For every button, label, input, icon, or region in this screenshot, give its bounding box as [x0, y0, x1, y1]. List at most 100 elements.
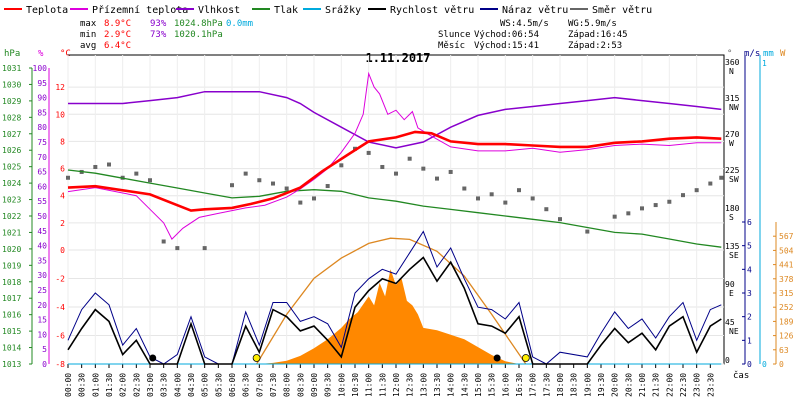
- pct-tick-label: 60: [37, 182, 47, 191]
- pct-tick-label: 65: [37, 168, 47, 177]
- wind-dir-point: [230, 183, 234, 188]
- x-tick-label: 18:30: [570, 373, 579, 397]
- pct-tick-label: 25: [37, 286, 47, 295]
- legend-humidity: Vlhkost: [198, 5, 240, 16]
- x-tick-label: 08:00: [283, 373, 292, 397]
- pct-tick-label: 70: [37, 153, 47, 162]
- wind-dir-point: [407, 156, 412, 161]
- ms-tick-label: 0: [747, 360, 752, 369]
- x-tick-label: 07:00: [255, 373, 264, 397]
- axis-title-w: W: [780, 49, 786, 59]
- wind-speed-line: [67, 256, 722, 365]
- pct-tick-label: 20: [37, 301, 47, 310]
- degc-tick-label: -2: [55, 275, 65, 284]
- wind-dir-point: [161, 239, 166, 244]
- hpa-tick-label: 1019: [2, 261, 21, 270]
- wind-dir-point: [448, 169, 453, 174]
- wind-dir-point: [175, 246, 180, 251]
- x-tick-label: 16:30: [515, 373, 524, 397]
- x-tick-label: 23:00: [693, 373, 702, 397]
- humidity-line: [68, 90, 722, 149]
- hpa-tick-label: 1028: [2, 113, 21, 122]
- wind-ws: WS:4.5m/s: [500, 19, 549, 29]
- chart-title: 1.11.2017: [365, 51, 430, 65]
- pct-tick-label: 45: [37, 227, 47, 236]
- x-tick-label: 14:30: [460, 373, 469, 397]
- stats-max-press: 1024.8hPa: [174, 19, 223, 29]
- x-tick-label: 15:30: [488, 373, 497, 397]
- x-tick-label: 19:00: [583, 373, 592, 397]
- x-tick-label: 05:00: [201, 373, 210, 397]
- wind-dir-point: [558, 217, 562, 222]
- degc-tick-label: 8: [60, 137, 65, 146]
- wind-dir-point: [134, 171, 139, 176]
- dir-letter: S: [729, 213, 734, 222]
- wind-wg: WG:5.9m/s: [568, 19, 617, 29]
- wind-dir-point: [489, 192, 494, 197]
- wind-dir-point: [640, 206, 644, 211]
- wind-dir-point: [585, 229, 590, 234]
- w-tick-label: 0: [779, 360, 784, 369]
- axis-title-deg: °: [727, 49, 732, 59]
- degc-tick-label: -4: [55, 303, 65, 312]
- deg-tick-label: 225: [725, 166, 740, 175]
- wind-dir-point: [544, 207, 549, 212]
- stats-max-temp: 8.9°C: [104, 19, 131, 29]
- x-tick-label: 10:00: [337, 373, 346, 397]
- x-tick-label: 02:00: [119, 373, 128, 397]
- stats-max-label: max: [80, 19, 97, 29]
- dir-letter: NW: [729, 103, 739, 112]
- pct-tick-label: 5: [42, 345, 47, 354]
- dir-letter: NE: [729, 327, 739, 336]
- x-tick-label: 13:30: [433, 373, 442, 397]
- wind-dir-point: [298, 200, 303, 205]
- x-tick-label: 14:00: [447, 373, 456, 397]
- x-tick-label: 03:00: [146, 373, 155, 397]
- wind-dir-point: [257, 178, 262, 183]
- x-tick-label: 16:00: [501, 373, 510, 397]
- ground-temp-line: [67, 71, 722, 240]
- x-tick-label: 05:30: [214, 373, 223, 397]
- mm-tick-label: 1: [762, 59, 767, 68]
- x-tick-label: 03:30: [160, 373, 169, 397]
- degc-tick-label: 6: [60, 165, 65, 174]
- x-tick-label: 11:00: [365, 373, 374, 397]
- legend: Teplota Přízemní teplota Vlhkost Tlak Sr…: [4, 4, 652, 16]
- hpa-tick-label: 1021: [2, 228, 21, 237]
- axis-title-pct: %: [38, 49, 44, 59]
- stats-max-rain: 0.0mm: [226, 19, 253, 29]
- pct-tick-label: 35: [37, 256, 47, 265]
- hpa-tick-label: 1026: [2, 146, 21, 155]
- stats-min-temp: 2.9°C: [104, 30, 131, 40]
- wind-dir-point: [530, 196, 535, 201]
- moon-rise: Východ:15:41: [474, 41, 539, 51]
- hpa-tick-label: 1027: [2, 130, 21, 139]
- degc-tick-label: 2: [60, 219, 65, 228]
- pct-tick-label: 15: [37, 316, 47, 325]
- x-tick-label: 06:00: [228, 373, 237, 397]
- degc-tick-label: 10: [55, 110, 65, 119]
- wind-dir-point: [93, 164, 98, 169]
- deg-tick-label: 90: [725, 280, 735, 289]
- wind-dir-point: [503, 200, 508, 205]
- pct-tick-label: 10: [37, 330, 47, 339]
- pct-tick-label: 75: [37, 138, 47, 147]
- x-tick-label: 20:00: [611, 373, 620, 397]
- w-tick-label: 126: [779, 332, 794, 341]
- sun-curve-line: [256, 237, 527, 365]
- deg-tick-label: 315: [725, 94, 740, 103]
- legend-ground-temp: Přízemní teplota: [92, 4, 188, 16]
- x-tick-label: 15:00: [474, 373, 483, 397]
- legend-pressure: Tlak: [274, 5, 298, 16]
- deg-tick-label: 360: [725, 58, 740, 67]
- ms-tick-label: 1: [747, 336, 752, 345]
- x-tick-label: 10:30: [351, 373, 360, 397]
- pct-tick-label: 100: [33, 64, 48, 73]
- moon-marker: [149, 354, 157, 362]
- hpa-tick-label: 1018: [2, 278, 21, 287]
- wind-dir-point: [694, 188, 699, 193]
- pressure-line: [67, 169, 722, 248]
- stats: max 8.9°C 93% 1024.8hPa 0.0mm min 2.9°C …: [80, 19, 628, 51]
- wind-dir-point: [476, 196, 480, 201]
